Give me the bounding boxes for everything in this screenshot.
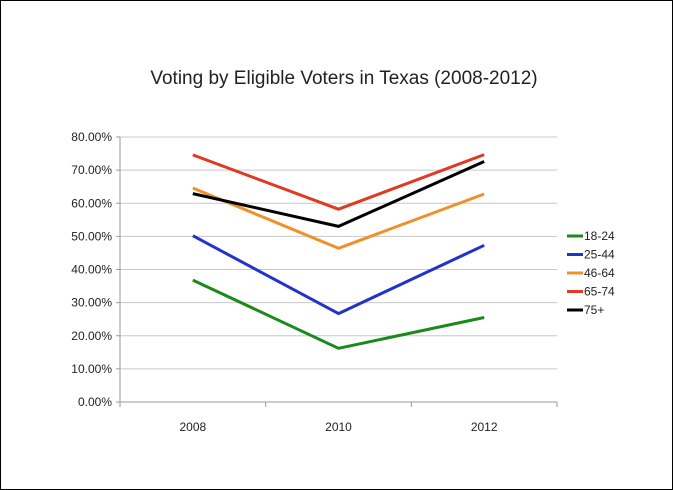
y-tick-label: 80.00%: [71, 130, 112, 144]
series-line-25-44: [192, 234, 485, 316]
y-tick-label: 20.00%: [71, 329, 112, 343]
series-lines: [192, 153, 485, 350]
legend-label: 75+: [584, 303, 604, 317]
legend: 18-24 25-44 46-64 65-74 75+: [567, 229, 615, 317]
y-tick-label: 30.00%: [71, 296, 112, 310]
series-line-65-74: [192, 153, 485, 211]
y-tick-label: 70.00%: [71, 163, 112, 177]
gridlines: [120, 136, 557, 370]
x-tick-label: 2012: [471, 420, 498, 434]
legend-label: 46-64: [584, 266, 615, 280]
y-tick-label: 10.00%: [71, 362, 112, 376]
series-line-75+: [192, 160, 485, 228]
x-tick-label: 2008: [179, 420, 206, 434]
x-tick-label: 2010: [325, 420, 352, 434]
legend-label: 18-24: [584, 229, 615, 243]
legend-label: 25-44: [584, 248, 615, 262]
y-tick-label: 0.00%: [78, 395, 112, 409]
y-tick-label: 40.00%: [71, 263, 112, 277]
series-line-18-24: [192, 278, 485, 350]
series-line-46-64: [192, 186, 485, 250]
chart-title: Voting by Eligible Voters in Texas (2008…: [150, 68, 537, 89]
y-tick-label: 60.00%: [71, 196, 112, 210]
axes: 0.00% 10.00% 20.00% 30.00% 40.00% 50.00% 60.00…: [71, 130, 558, 434]
legend-label: 65-74: [584, 285, 615, 299]
y-tick-label: 50.00%: [71, 229, 112, 243]
